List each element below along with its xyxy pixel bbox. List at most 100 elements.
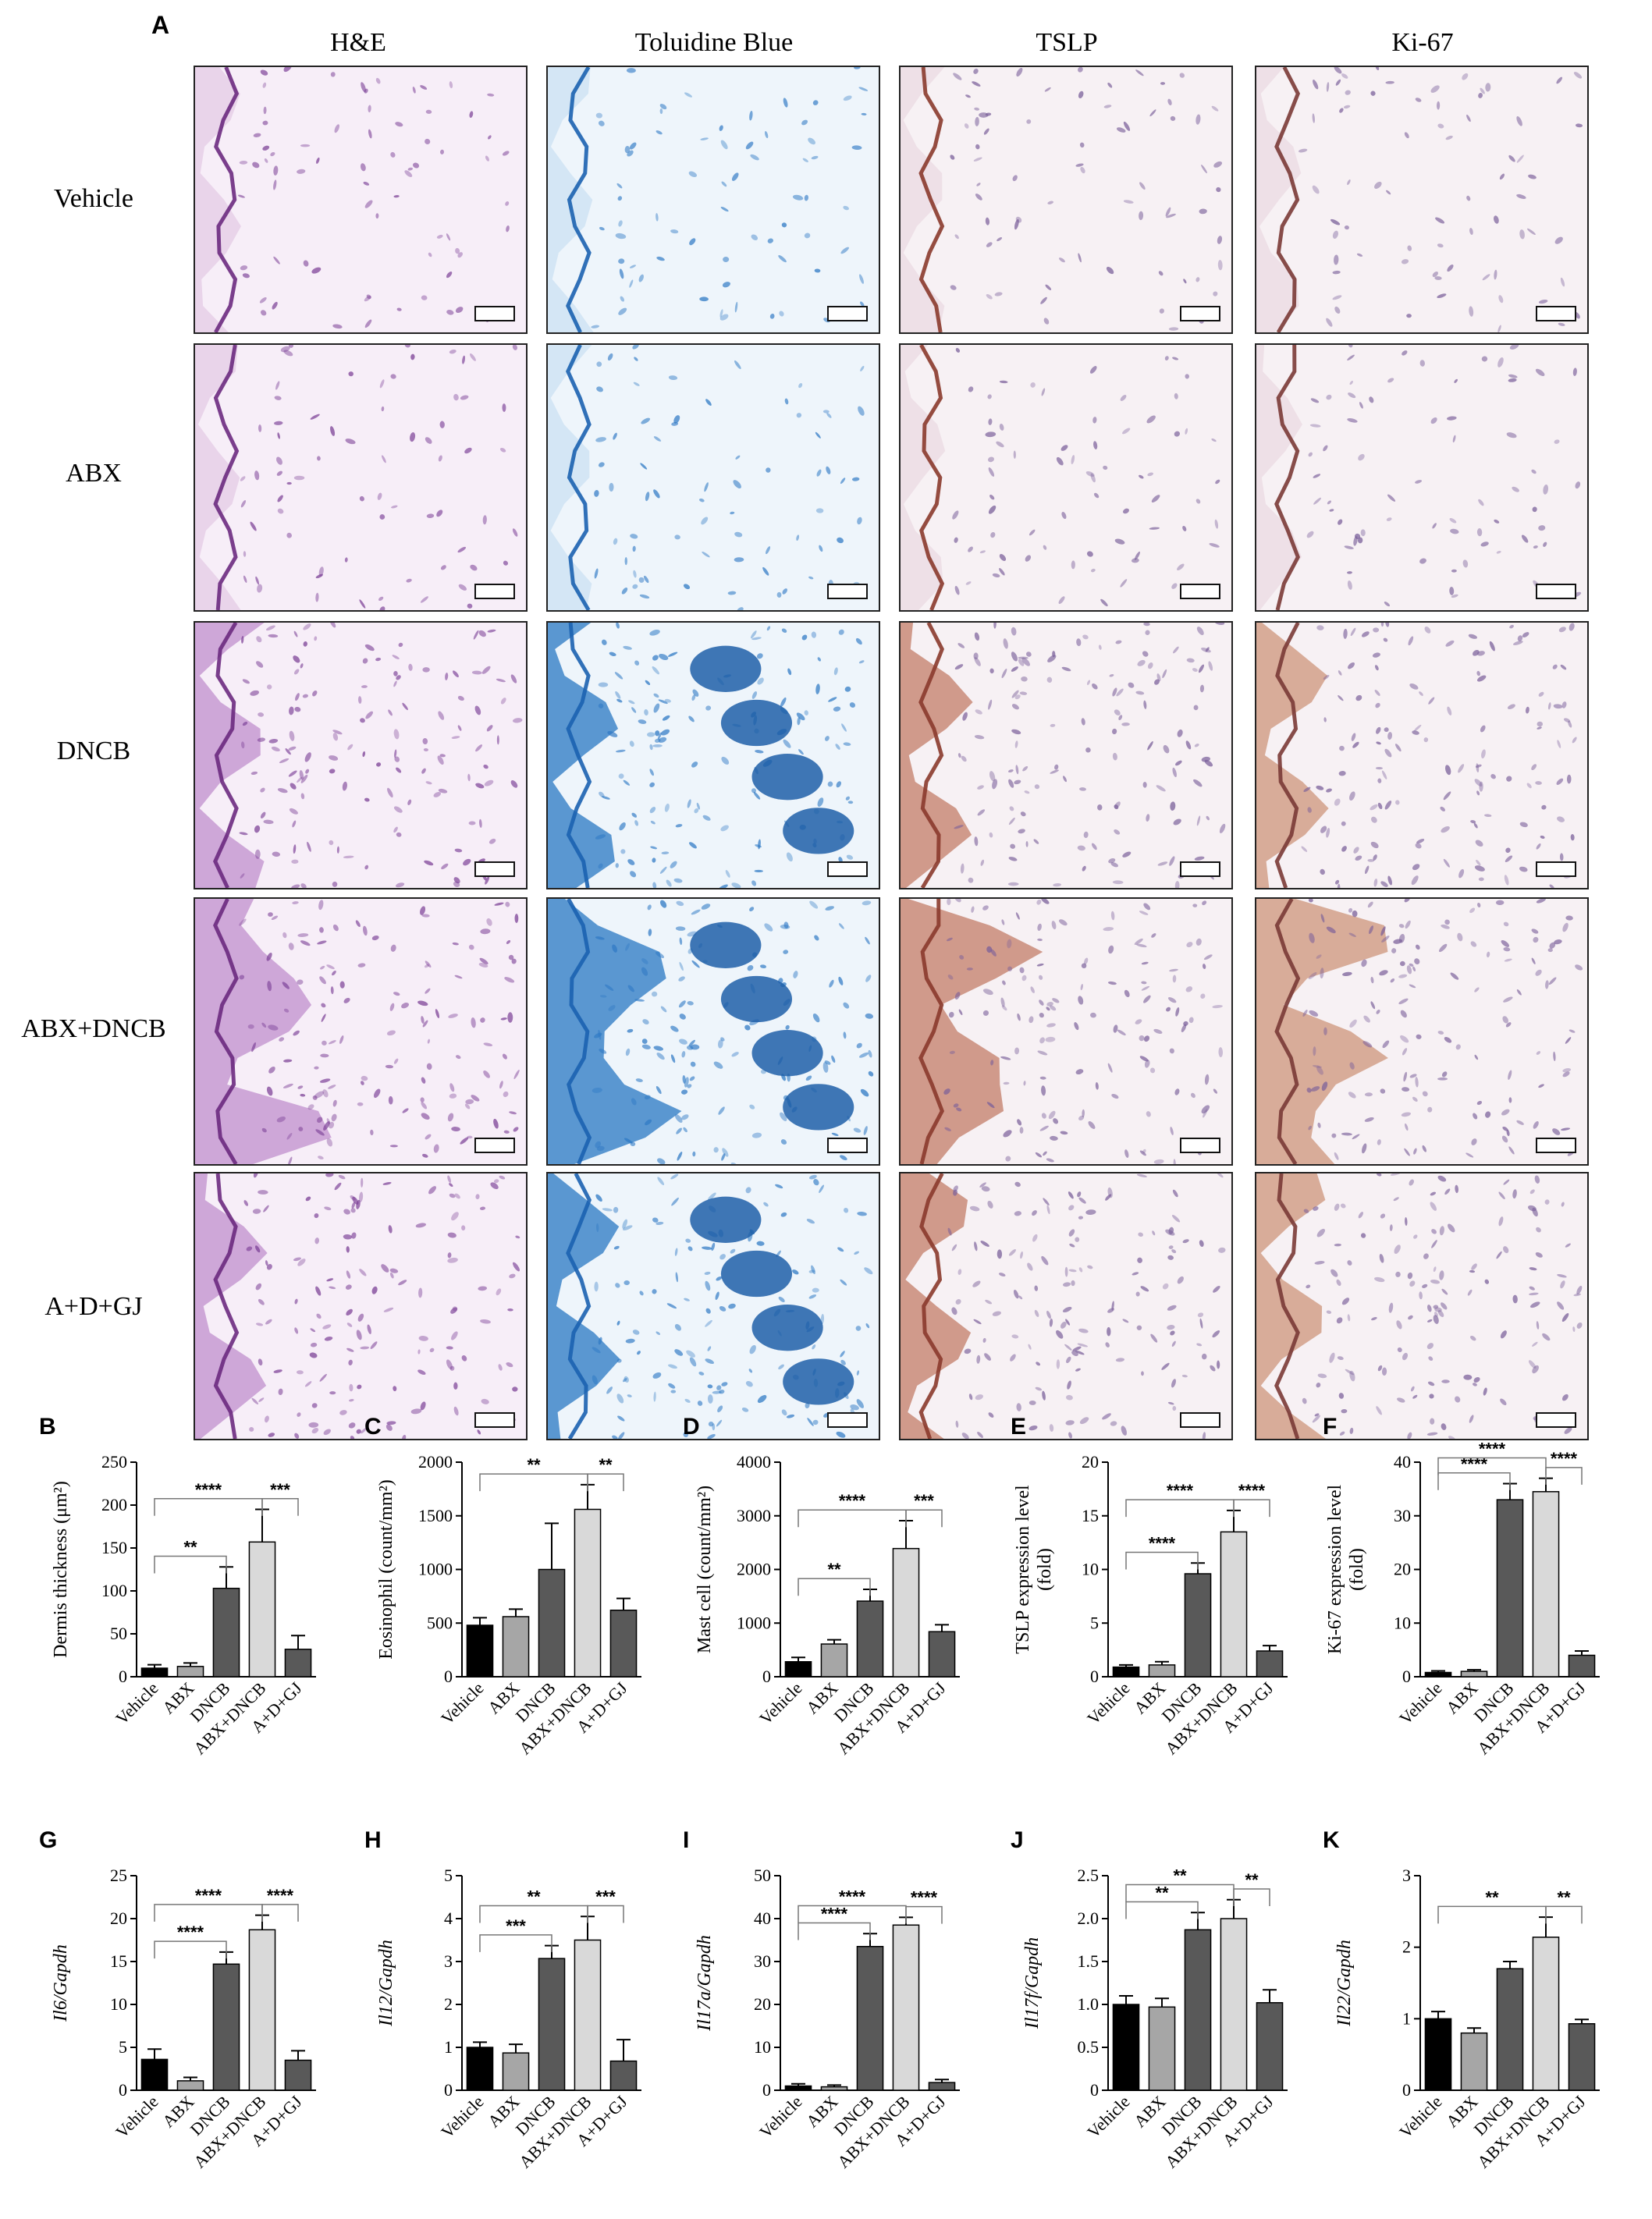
y-tick-label: 3 (1402, 1866, 1411, 1885)
significance-label: *** (270, 1480, 290, 1500)
bar-a-d-gj (928, 2082, 956, 2091)
bar-vehicle (140, 1667, 169, 1678)
significance-bracket (798, 1905, 907, 1923)
micrograph-ki67-abx (1255, 343, 1589, 612)
significance-bracket (798, 1509, 907, 1528)
chart-d: D 0 1000 2000 3000 4000 Mast cell (count/mm²) V… (655, 1400, 983, 1802)
scale-bar (1536, 306, 1576, 321)
bar-abx-dncb (1220, 1531, 1248, 1678)
chart-b: B 0 50 100 150 200 250 Dermis thickness (μm²) Ve… (12, 1400, 339, 1802)
y-axis-label: Il17f/Gapdh (1022, 1937, 1043, 2029)
significance-bracket (261, 1498, 299, 1516)
chart-h: H 0 1 2 3 4 5 Il12/Gapdh Vehicle ABX DNCB ABX+DNCB A… (337, 1813, 665, 2215)
significance-label: *** (506, 1916, 526, 1936)
y-axis-label: Dermis thickness (μm²) (51, 1481, 71, 1658)
bar-vehicle (1112, 2004, 1140, 2091)
significance-label: **** (911, 1888, 938, 1908)
y-axis-label: TSLP expression level(fold) (1013, 1485, 1055, 1654)
significance-bracket (479, 1473, 588, 1492)
y-tick-label: 0 (762, 1667, 771, 1686)
micrograph-ki67-vehicle (1255, 66, 1589, 334)
significance-label: **** (177, 1923, 204, 1942)
scale-bar (474, 1138, 515, 1153)
significance-bracket (1125, 1499, 1235, 1518)
significance-bracket (1437, 1905, 1547, 1924)
micrograph-tslp-dncb (899, 621, 1233, 889)
significance-label: **** (1167, 1481, 1194, 1500)
column-header-he: H&E (330, 28, 386, 57)
significance-bracket (1545, 1905, 1583, 1924)
bar-abx (502, 1616, 530, 1678)
scale-bar (1180, 1138, 1220, 1153)
significance-bracket (1125, 1901, 1199, 1919)
chart-e: E 0 5 10 15 20 TSLP expression level(fold) Vehi… (983, 1400, 1311, 1802)
significance-bracket (587, 1905, 624, 1923)
y-axis-label: Il12/Gapdh (376, 1940, 396, 2027)
significance-bracket (154, 1940, 227, 1959)
significance-label: ** (599, 1455, 613, 1475)
y-tick-label: 15 (1082, 1506, 1099, 1525)
significance-bracket (587, 1473, 624, 1492)
bar-abx-dncb (1532, 1491, 1560, 1678)
y-axis-label: Il22/Gapdh (1334, 1940, 1355, 2027)
y-tick-label: 2.5 (1078, 1866, 1100, 1885)
micrograph-toluidine-vehicle (546, 66, 880, 334)
y-tick-label: 1.0 (1078, 1994, 1100, 2014)
micrograph-he-abx (194, 343, 528, 612)
scale-bar (827, 1138, 868, 1153)
micrograph-ki67-dncb (1255, 621, 1589, 889)
bar-abx (1460, 2032, 1488, 2091)
significance-label: **** (195, 1480, 222, 1500)
y-tick-label: 10 (110, 1994, 127, 2014)
significance-label: ** (1245, 1870, 1259, 1890)
bar-dncb (1496, 1968, 1524, 2091)
scale-bar (1180, 584, 1220, 599)
panel-letter-d: D (683, 1414, 700, 1440)
row-label-dncb: DNCB (56, 737, 131, 765)
micrograph-tslp-abx (899, 343, 1233, 612)
significance-bracket (479, 1905, 588, 1923)
y-tick-label: 0 (444, 1667, 453, 1686)
bar-vehicle (784, 2085, 812, 2091)
bar-dncb (1184, 1929, 1212, 2091)
chart-f: F 0 10 20 30 40 Ki-67 expression level(fold) Ve… (1295, 1400, 1623, 1802)
y-tick-label: 0 (1090, 2080, 1099, 2100)
chart-i: I 0 10 20 30 40 50 Il17a/Gapdh Vehicle ABX DNCB ABX… (655, 1813, 983, 2215)
scale-bar (474, 861, 515, 877)
bar-vehicle (1424, 1671, 1452, 1678)
y-tick-label: 10 (1394, 1613, 1411, 1632)
column-header-toluidine-blue: Toluidine Blue (634, 28, 794, 57)
bar-a-d-gj (284, 1649, 312, 1678)
y-axis-label: Mast cell (count/mm²) (695, 1486, 715, 1653)
significance-label: ** (183, 1537, 197, 1557)
significance-label: ** (1155, 1883, 1169, 1903)
column-header-tslp: TSLP (1036, 28, 1098, 57)
micrograph-he-dncb (194, 621, 528, 889)
bar-vehicle (784, 1661, 812, 1678)
y-tick-label: 200 (101, 1495, 127, 1514)
y-tick-label: 2000 (737, 1560, 771, 1579)
bar-abx-dncb (1532, 1937, 1560, 2091)
y-tick-label: 5 (444, 1866, 453, 1885)
significance-bracket (1545, 1467, 1583, 1485)
significance-bracket (1233, 1499, 1270, 1518)
y-tick-label: 4 (444, 1908, 453, 1928)
bar-a-d-gj (609, 1610, 638, 1678)
bar-a-d-gj (1568, 2023, 1596, 2091)
significance-bracket (479, 1934, 552, 1952)
y-tick-label: 30 (1394, 1506, 1411, 1525)
bar-vehicle (1424, 2018, 1452, 2091)
bar-abx (820, 2086, 848, 2091)
y-tick-label: 150 (101, 1538, 127, 1557)
scale-bar (1536, 1412, 1576, 1428)
bar-abx-dncb (248, 1541, 276, 1678)
y-tick-label: 0 (119, 1667, 127, 1686)
significance-bracket (1125, 1883, 1235, 1902)
micrograph-tslp-abx-dncb (899, 897, 1233, 1166)
significance-bracket (798, 1922, 871, 1940)
bar-abx-dncb (248, 1929, 276, 2091)
bar-dncb (538, 1568, 566, 1678)
scale-bar (827, 584, 868, 599)
significance-bracket (1125, 1551, 1199, 1570)
bar-abx (502, 2052, 530, 2091)
